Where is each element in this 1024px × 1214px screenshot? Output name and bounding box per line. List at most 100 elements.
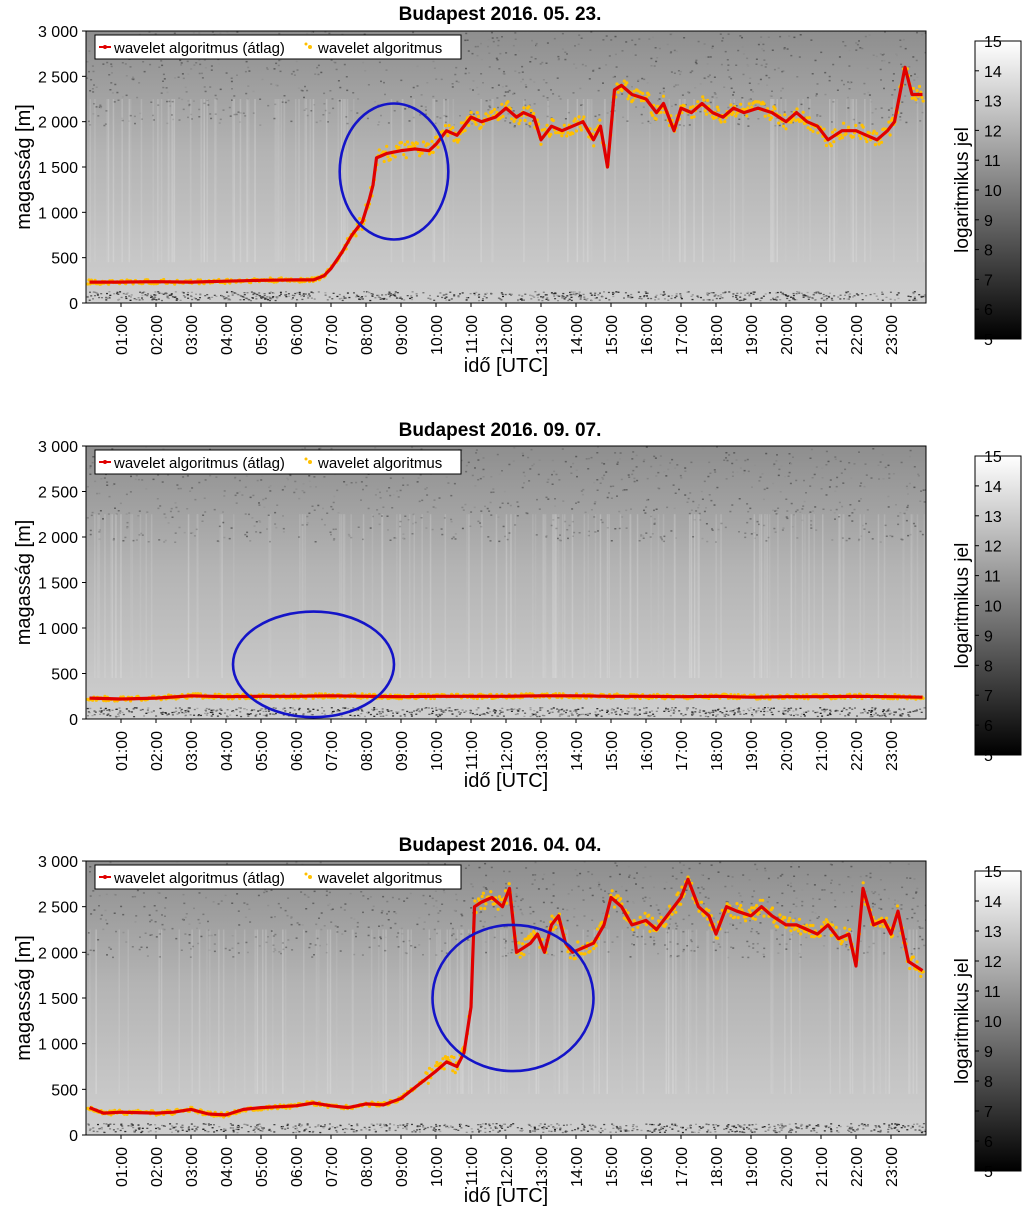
data-point [805, 116, 809, 120]
data-point [447, 123, 451, 128]
colorbar-label: logaritmikus jel [952, 543, 973, 669]
data-point [476, 114, 481, 119]
data-point [806, 126, 810, 130]
data-point [880, 916, 884, 920]
data-point [696, 100, 700, 104]
x-tick-label: 16:00 [639, 1147, 656, 1187]
data-point [775, 925, 780, 929]
colorbar: 5 6 7 8 9 10 11 12 13 14 15 logaritmikus jel [952, 449, 1022, 765]
data-point [690, 115, 694, 120]
data-point [545, 123, 549, 127]
legend-marker-mean [103, 460, 107, 464]
colorbar-tick-label: 9 [984, 1044, 993, 1061]
x-tick-label: 09:00 [394, 1147, 411, 1187]
x-tick-label: 13:00 [534, 731, 551, 771]
data-point [463, 128, 467, 133]
legend-marker-mean [103, 875, 107, 879]
data-point [436, 145, 440, 149]
x-tick-label: 10:00 [429, 315, 446, 355]
data-point [745, 114, 749, 118]
data-point [405, 140, 410, 144]
legend-box [94, 34, 462, 60]
data-point [872, 129, 876, 133]
data-point [854, 123, 858, 128]
y-axis: 0 500 1 000 1 500 2 000 2 500 3 000 [38, 24, 86, 313]
x-tick-label: 22:00 [849, 1147, 866, 1187]
data-point [649, 111, 653, 115]
data-point [527, 105, 531, 109]
data-point [831, 130, 835, 134]
data-point [811, 129, 815, 133]
legend-marker-raw [308, 460, 312, 464]
x-tick-label: 05:00 [254, 731, 271, 771]
data-point [707, 908, 711, 913]
data-point [861, 125, 865, 129]
data-point [393, 155, 397, 159]
x-tick-label: 21:00 [814, 731, 831, 771]
chart-title: Budapest 2016. 09. 07. [399, 420, 602, 441]
data-point [626, 97, 630, 101]
data-point [887, 120, 891, 124]
x-tick-label: 07:00 [324, 731, 341, 771]
data-point [680, 885, 684, 889]
data-point [773, 107, 777, 111]
data-point [808, 923, 813, 928]
x-tick-label: 23:00 [884, 315, 901, 355]
data-point [762, 914, 766, 918]
backscatter-background [86, 446, 926, 719]
highlight-ellipse [431, 923, 595, 1073]
data-point [522, 953, 526, 957]
x-tick-label: 23:00 [884, 731, 901, 771]
data-point [715, 936, 720, 940]
data-point [783, 916, 787, 920]
data-point [734, 114, 738, 118]
x-tick-label: 18:00 [709, 731, 726, 771]
colorbar-tick-label: 13 [984, 509, 1002, 526]
data-point [921, 99, 925, 103]
x-axis-label: idő [UTC] [464, 770, 548, 792]
data-point [459, 121, 463, 125]
y-tick-label: 3 000 [38, 854, 78, 871]
data-point [702, 914, 706, 918]
colorbar-tick-label: 13 [984, 94, 1002, 111]
data-point [888, 133, 892, 137]
data-point [397, 145, 401, 150]
data-point [421, 140, 425, 144]
colorbar-tick-label: 10 [984, 1014, 1002, 1031]
data-point [560, 134, 564, 138]
chart-title: Budapest 2016. 04. 04. [399, 835, 602, 856]
data-point [822, 920, 826, 924]
data-point [418, 154, 422, 158]
x-tick-label: 05:00 [254, 315, 271, 355]
data-point [501, 114, 505, 118]
data-point [786, 919, 791, 923]
data-point [679, 902, 683, 906]
data-point [788, 916, 792, 920]
data-point [518, 118, 522, 123]
colorbar-tick-label: 14 [984, 64, 1002, 81]
data-point [381, 150, 385, 154]
data-point [767, 113, 771, 117]
data-point [619, 897, 623, 901]
x-tick-label: 22:00 [849, 731, 866, 771]
data-point [489, 890, 493, 894]
data-point [456, 1067, 460, 1071]
data-point [615, 82, 619, 86]
data-point [450, 1055, 454, 1059]
data-point [720, 908, 724, 912]
data-point [86, 282, 90, 286]
data-point [878, 924, 882, 928]
colorbar-tick-label: 13 [984, 924, 1002, 941]
data-point [434, 1064, 438, 1068]
data-point [706, 98, 710, 102]
data-point [427, 1066, 432, 1070]
data-point [430, 1068, 434, 1072]
x-tick-label: 15:00 [604, 1147, 621, 1187]
data-point [851, 135, 856, 139]
data-point [818, 934, 822, 938]
data-point [441, 1057, 445, 1061]
colorbar-tick-label: 10 [984, 599, 1002, 616]
x-tick-label: 20:00 [779, 315, 796, 355]
colorbar-tick-label: 14 [984, 894, 1002, 911]
data-point [499, 116, 503, 120]
